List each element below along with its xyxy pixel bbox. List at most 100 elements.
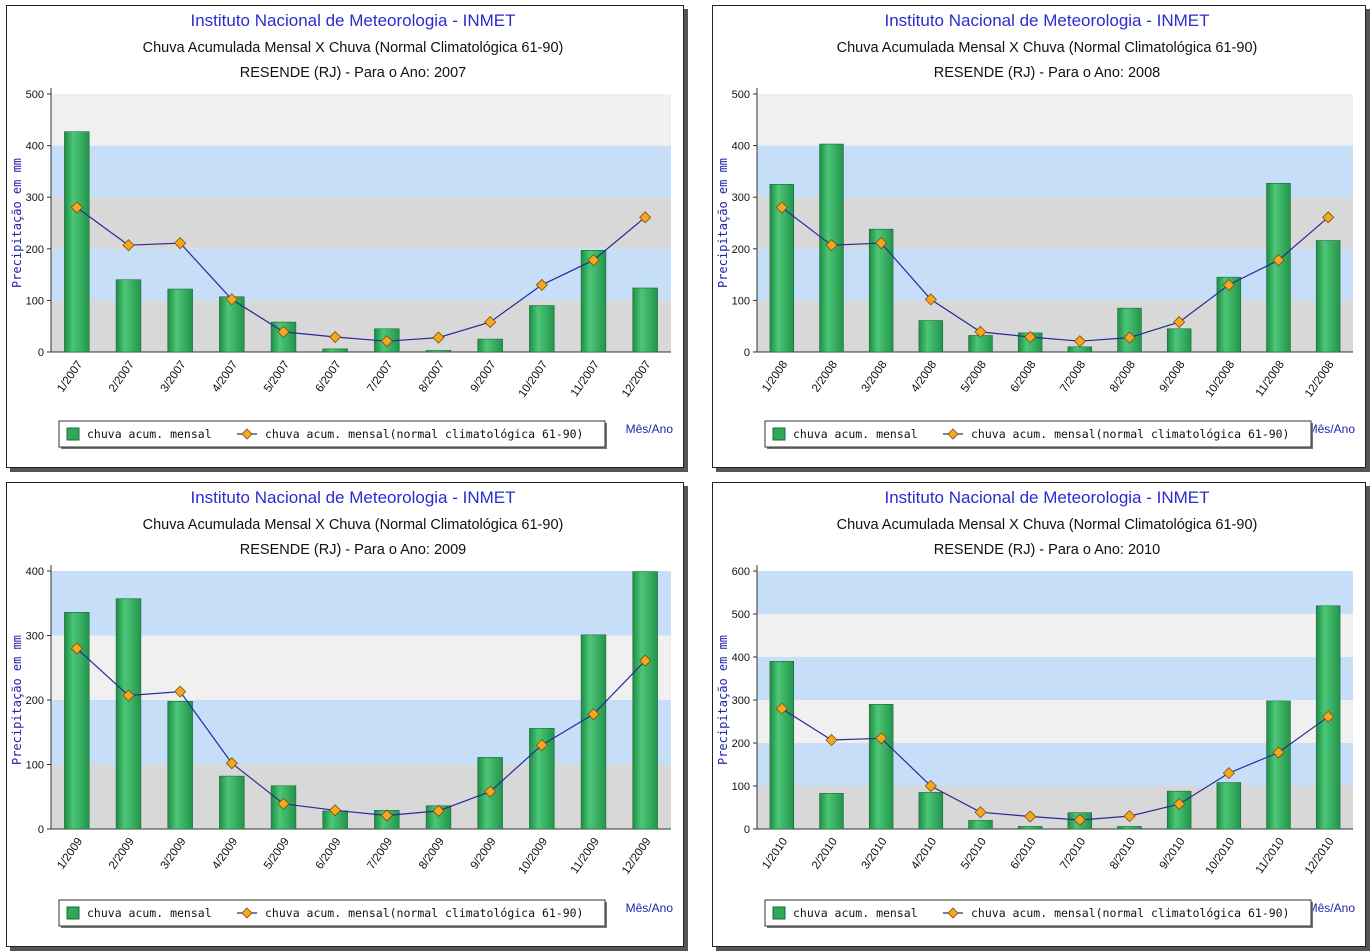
line-point bbox=[484, 785, 497, 798]
chart-title: Chuva Acumulada Mensal X Chuva (Normal C… bbox=[143, 40, 564, 56]
bar bbox=[1216, 782, 1242, 830]
line-point bbox=[432, 331, 445, 344]
line-point bbox=[174, 685, 187, 698]
line-point bbox=[380, 809, 393, 822]
x-tick-label: 6/2008 bbox=[1009, 359, 1039, 395]
line-point bbox=[587, 708, 600, 721]
line-point bbox=[1272, 746, 1285, 759]
legend-line-marker bbox=[241, 428, 253, 440]
y-tick-label: 300 bbox=[732, 695, 750, 707]
line-point bbox=[329, 330, 342, 344]
bar bbox=[477, 338, 503, 353]
plot-band bbox=[757, 743, 1353, 786]
bar bbox=[968, 335, 993, 353]
x-tick-label: 2/2007 bbox=[107, 359, 137, 395]
bar bbox=[868, 228, 894, 353]
chart-institute-title: Instituto Nacional de Meteorologia - INM… bbox=[884, 488, 1209, 507]
line-point bbox=[535, 739, 548, 752]
legend-bar-swatch bbox=[66, 427, 80, 441]
plot-band bbox=[51, 300, 671, 352]
chart-panel-2010: Instituto Nacional de Meteorologia - INM… bbox=[712, 482, 1366, 947]
x-tick-label: 6/2009 bbox=[314, 836, 344, 872]
chart-svg: Instituto Nacional de Meteorologia - INM… bbox=[10, 488, 673, 928]
bar bbox=[115, 279, 142, 353]
plot-band bbox=[51, 635, 671, 700]
y-tick-label: 0 bbox=[38, 824, 44, 836]
x-tick-label: 7/2010 bbox=[1058, 836, 1088, 872]
line-point bbox=[1322, 211, 1335, 224]
x-tick-label: 8/2010 bbox=[1108, 836, 1138, 872]
line-point bbox=[1222, 278, 1235, 291]
y-tick-label: 200 bbox=[26, 244, 44, 256]
x-tick-label: 4/2009 bbox=[210, 836, 240, 872]
x-tick-label: 1/2009 bbox=[55, 836, 85, 872]
line-point bbox=[1123, 331, 1136, 344]
line-point bbox=[639, 654, 652, 667]
chart-panel-2007: Instituto Nacional de Meteorologia - INM… bbox=[6, 5, 684, 468]
line-point bbox=[974, 806, 987, 819]
bar bbox=[64, 131, 90, 353]
bar bbox=[918, 320, 944, 353]
bar bbox=[1315, 240, 1341, 353]
bar bbox=[1166, 328, 1192, 353]
line-point bbox=[380, 335, 393, 348]
line-point bbox=[277, 797, 290, 810]
chart-svg: Instituto Nacional de Meteorologia - INM… bbox=[716, 11, 1355, 449]
normal-series-line bbox=[76, 647, 646, 817]
x-tick-label: 5/2009 bbox=[262, 836, 292, 872]
y-tick-label: 500 bbox=[732, 609, 750, 621]
y-tick-label: 300 bbox=[26, 631, 44, 643]
legend-line-label: chuva acum. mensal(normal climatológica … bbox=[971, 427, 1290, 441]
bar bbox=[769, 661, 795, 830]
normal-series-line bbox=[781, 207, 1329, 342]
legend-box bbox=[58, 420, 606, 448]
y-tick-label: 500 bbox=[732, 89, 750, 101]
y-axis-label: Precipitação em mm bbox=[10, 158, 24, 288]
line-point bbox=[875, 237, 888, 250]
line-point bbox=[70, 642, 83, 655]
x-tick-label: 11/2008 bbox=[1254, 359, 1287, 399]
plot-band bbox=[51, 94, 671, 146]
x-tick-label: 2/2008 bbox=[810, 359, 840, 395]
x-tick-label: 10/2007 bbox=[517, 359, 551, 400]
x-tick-label: 10/2008 bbox=[1204, 359, 1238, 400]
plot-band bbox=[757, 571, 1353, 614]
line-point bbox=[1024, 330, 1037, 344]
chart-subtitle: RESENDE (RJ) - Para o Ano: 2010 bbox=[934, 542, 1160, 558]
y-tick-label: 400 bbox=[732, 141, 750, 153]
x-tick-label: 12/2010 bbox=[1303, 836, 1337, 877]
legend-bar-label: chuva acum. mensal bbox=[793, 427, 918, 441]
legend-bar-label: chuva acum. mensal bbox=[87, 427, 212, 441]
legend-bar-label: chuva acum. mensal bbox=[87, 906, 212, 920]
chart-panel-2008: Instituto Nacional de Meteorologia - INM… bbox=[712, 5, 1366, 468]
line-point bbox=[587, 254, 600, 267]
normal-series-line bbox=[76, 207, 646, 342]
legend-line-marker bbox=[241, 907, 253, 919]
x-tick-label: 2/2009 bbox=[107, 836, 137, 872]
x-tick-label: 7/2008 bbox=[1058, 359, 1088, 395]
plot-band bbox=[757, 700, 1353, 743]
line-point bbox=[432, 804, 445, 818]
plot-band bbox=[757, 786, 1353, 829]
y-tick-label: 200 bbox=[732, 738, 750, 750]
line-point bbox=[1272, 254, 1285, 267]
chart-title: Chuva Acumulada Mensal X Chuva (Normal C… bbox=[837, 517, 1258, 533]
bar bbox=[1266, 700, 1291, 830]
plot-band bbox=[757, 614, 1353, 657]
y-tick-label: 0 bbox=[744, 824, 750, 836]
chart-institute-title: Instituto Nacional de Meteorologia - INM… bbox=[190, 488, 515, 507]
y-tick-label: 300 bbox=[26, 192, 44, 204]
bar bbox=[529, 305, 555, 353]
bar bbox=[632, 571, 658, 830]
chart-panel-2009: Instituto Nacional de Meteorologia - INM… bbox=[6, 482, 684, 947]
x-tick-label: 5/2007 bbox=[262, 359, 292, 395]
bar bbox=[968, 820, 993, 830]
x-tick-label: 9/2007 bbox=[469, 359, 499, 395]
x-tick-label: 12/2007 bbox=[620, 359, 654, 400]
legend-line-label: chuva acum. mensal(normal climatológica … bbox=[265, 427, 584, 441]
line-point bbox=[1073, 813, 1086, 827]
x-tick-label: 11/2010 bbox=[1254, 836, 1287, 876]
chart-institute-title: Instituto Nacional de Meteorologia - INM… bbox=[190, 11, 515, 30]
x-tick-label: 2/2010 bbox=[810, 836, 840, 872]
legend-bar-swatch bbox=[772, 906, 786, 920]
